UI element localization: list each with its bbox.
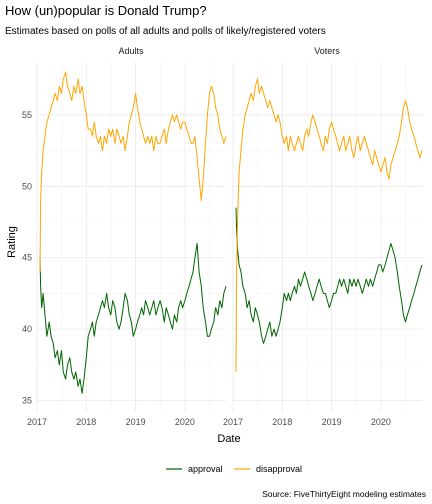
x-tick-label: 2019: [322, 417, 342, 427]
series-line-disapproval: [235, 78, 423, 373]
x-tick-label: 2019: [126, 417, 146, 427]
x-tick-label: 2017: [27, 417, 47, 427]
legend-label-approval: approval: [188, 464, 223, 474]
y-axis-label: Rating: [6, 226, 18, 258]
legend-label-disapproval: disapproval: [256, 464, 302, 474]
y-tick-label: 40: [22, 324, 32, 334]
y-tick-label: 55: [22, 110, 32, 120]
x-tick-label: 2018: [76, 417, 96, 427]
x-axis: 2017 2018 2019 2020 2017 2018 2019 2020: [27, 417, 391, 427]
series-line-approval: [39, 242, 227, 394]
chart-subtitle: Estimates based on polls of all adults a…: [5, 26, 326, 37]
facet-panel-adults: [36, 62, 227, 412]
x-axis-label: Date: [217, 433, 240, 445]
x-tick-label: 2020: [371, 417, 391, 427]
x-tick-label: 2017: [223, 417, 243, 427]
y-axis: 35 40 45 50 55: [22, 110, 32, 406]
y-tick-label: 35: [22, 396, 32, 406]
facet-title-adults: Adults: [118, 46, 144, 56]
facet-adults: Adults: [36, 46, 227, 412]
series-line-disapproval: [39, 71, 227, 273]
chart-caption: Source: FiveThirtyEight modeling estimat…: [262, 489, 426, 499]
legend: approval disapproval: [166, 464, 302, 474]
y-tick-label: 50: [22, 181, 32, 191]
chart-title: How (un)popular is Donald Trump?: [5, 3, 207, 18]
series-line-approval: [235, 207, 423, 344]
x-tick-label: 2020: [175, 417, 195, 427]
facet-panel-voters: [232, 62, 423, 412]
facet-voters: Voters: [232, 46, 423, 412]
facet-title-voters: Voters: [314, 46, 340, 56]
x-tick-label: 2018: [272, 417, 292, 427]
y-tick-label: 45: [22, 253, 32, 263]
